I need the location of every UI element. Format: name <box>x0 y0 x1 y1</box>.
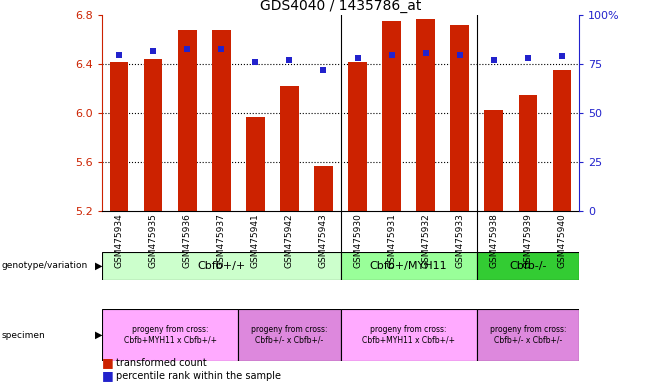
Text: GSM475938: GSM475938 <box>490 213 498 268</box>
Text: GSM475942: GSM475942 <box>285 213 294 268</box>
Point <box>284 57 295 63</box>
Bar <box>519 95 538 211</box>
Point <box>522 55 533 61</box>
Point <box>386 51 397 58</box>
Bar <box>477 252 579 280</box>
Bar <box>178 30 197 211</box>
Bar <box>451 25 469 211</box>
Bar <box>280 86 299 211</box>
Text: progeny from cross:
Cbfb+/- x Cbfb+/-: progeny from cross: Cbfb+/- x Cbfb+/- <box>251 325 328 345</box>
Text: progeny from cross:
Cbfb+MYH11 x Cbfb+/+: progeny from cross: Cbfb+MYH11 x Cbfb+/+ <box>362 325 455 345</box>
Point <box>114 51 124 58</box>
Bar <box>484 109 503 211</box>
Point <box>182 46 192 52</box>
Bar <box>341 252 477 280</box>
Text: GSM475932: GSM475932 <box>421 213 430 268</box>
Text: Cbfb+/+: Cbfb+/+ <box>197 261 245 271</box>
Point <box>148 48 159 54</box>
Text: GSM475937: GSM475937 <box>216 213 226 268</box>
Title: GDS4040 / 1435786_at: GDS4040 / 1435786_at <box>260 0 421 13</box>
Text: progeny from cross:
Cbfb+/- x Cbfb+/-: progeny from cross: Cbfb+/- x Cbfb+/- <box>490 325 566 345</box>
Bar <box>110 62 128 211</box>
Text: specimen: specimen <box>2 331 45 339</box>
Text: genotype/variation: genotype/variation <box>2 262 88 270</box>
Text: GSM475936: GSM475936 <box>183 213 191 268</box>
Bar <box>212 30 230 211</box>
Bar <box>102 252 341 280</box>
Bar <box>348 62 367 211</box>
Text: GSM475934: GSM475934 <box>114 213 124 268</box>
Text: GSM475940: GSM475940 <box>557 213 567 268</box>
Text: GSM475939: GSM475939 <box>523 213 532 268</box>
Point <box>420 50 431 56</box>
Text: percentile rank within the sample: percentile rank within the sample <box>116 371 282 381</box>
Point <box>557 53 567 60</box>
Bar <box>553 70 571 211</box>
Bar <box>246 117 265 211</box>
Bar <box>143 60 163 211</box>
Text: ■: ■ <box>102 369 118 382</box>
Text: transformed count: transformed count <box>116 358 207 368</box>
Text: Cbfb+/MYH11: Cbfb+/MYH11 <box>370 261 447 271</box>
Text: ■: ■ <box>102 356 118 369</box>
Point <box>352 55 363 61</box>
Bar <box>238 309 341 361</box>
Text: ▶: ▶ <box>95 261 103 271</box>
Bar <box>341 309 477 361</box>
Point <box>216 46 226 52</box>
Text: progeny from cross:
Cbfb+MYH11 x Cbfb+/+: progeny from cross: Cbfb+MYH11 x Cbfb+/+ <box>124 325 216 345</box>
Point <box>489 57 499 63</box>
Bar <box>382 22 401 211</box>
Text: GSM475931: GSM475931 <box>387 213 396 268</box>
Bar <box>417 19 435 211</box>
Point <box>455 51 465 58</box>
Text: GSM475941: GSM475941 <box>251 213 260 268</box>
Text: ▶: ▶ <box>95 330 103 340</box>
Text: Cbfb-/-: Cbfb-/- <box>509 261 547 271</box>
Bar <box>102 309 238 361</box>
Bar <box>314 166 333 211</box>
Text: GSM475943: GSM475943 <box>319 213 328 268</box>
Point <box>250 59 261 65</box>
Text: GSM475930: GSM475930 <box>353 213 362 268</box>
Text: GSM475935: GSM475935 <box>149 213 158 268</box>
Text: GSM475933: GSM475933 <box>455 213 465 268</box>
Point <box>318 67 329 73</box>
Bar <box>477 309 579 361</box>
